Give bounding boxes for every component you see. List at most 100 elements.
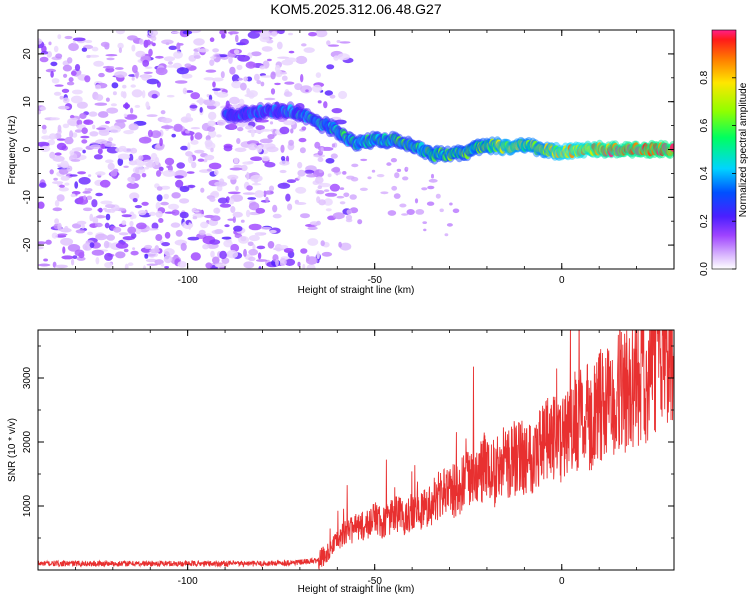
colorbar-ticks: 0.0 0.2 0.4 0.6 0.8 bbox=[699, 70, 736, 276]
heatmap-cell bbox=[200, 221, 209, 229]
heatmap-cell bbox=[317, 150, 323, 156]
heatmap-cell bbox=[38, 182, 47, 188]
heatmap-cell bbox=[86, 195, 93, 200]
heatmap-cell bbox=[232, 211, 243, 218]
heatmap-cell bbox=[141, 173, 147, 178]
heatmap-cell bbox=[134, 104, 141, 108]
x-tick-label: -100 bbox=[178, 275, 198, 286]
heatmap-cell bbox=[190, 127, 201, 130]
heatmap-cell bbox=[259, 65, 266, 70]
heatmap-cell bbox=[93, 154, 103, 160]
heatmap-cell bbox=[170, 222, 181, 228]
heatmap-cell bbox=[81, 223, 85, 229]
heatmap-cell bbox=[250, 128, 255, 138]
heatmap-cell bbox=[122, 84, 127, 89]
heatmap-cell bbox=[58, 187, 69, 192]
heatmap-cell bbox=[238, 236, 250, 244]
snr-series-line bbox=[38, 330, 674, 570]
heatmap-cell bbox=[87, 231, 93, 236]
heatmap-cell bbox=[123, 113, 128, 118]
heatmap-cell bbox=[134, 205, 142, 209]
heatmap-cell bbox=[81, 139, 88, 144]
heatmap-cell bbox=[38, 246, 44, 250]
heatmap-cell bbox=[233, 225, 243, 232]
heatmap-cell bbox=[185, 130, 190, 134]
heatmap-cell bbox=[91, 199, 98, 208]
heatmap-cell bbox=[255, 259, 268, 262]
heatmap-cell bbox=[100, 41, 110, 48]
heatmap-cell bbox=[92, 124, 96, 130]
heatmap-cell bbox=[146, 114, 158, 117]
heatmap-cell bbox=[190, 92, 200, 100]
heatmap-cell bbox=[62, 246, 66, 254]
heatmap-cell bbox=[299, 147, 306, 154]
heatmap-cell bbox=[165, 42, 170, 46]
heatmap-cell bbox=[317, 157, 324, 163]
heatmap-cell bbox=[187, 142, 191, 151]
heatmap-cell bbox=[387, 210, 397, 216]
heatmap-cell bbox=[74, 147, 83, 152]
heatmap-cell bbox=[204, 139, 213, 147]
heatmap-cell bbox=[164, 157, 175, 166]
heatmap-cell bbox=[295, 186, 307, 194]
heatmap-cell bbox=[54, 152, 62, 156]
heatmap-cell bbox=[124, 102, 129, 110]
heatmap-cell bbox=[266, 146, 279, 153]
heatmap-cell bbox=[274, 64, 281, 73]
heatmap-cell bbox=[225, 100, 230, 109]
heatmap-cell bbox=[223, 145, 233, 152]
heatmap-cell bbox=[140, 55, 151, 63]
heatmap-cell bbox=[242, 192, 256, 195]
heatmap-cell bbox=[166, 65, 177, 68]
heatmap-cell bbox=[212, 256, 220, 265]
heatmap-cell bbox=[148, 211, 157, 216]
heatmap-cell bbox=[95, 94, 104, 101]
heatmap-cell bbox=[185, 90, 194, 93]
heatmap-cell bbox=[210, 56, 217, 59]
heatmap-cell bbox=[312, 84, 323, 93]
heatmap-cell bbox=[324, 192, 338, 197]
heatmap-cell bbox=[113, 226, 122, 233]
heatmap-cell bbox=[207, 120, 216, 127]
heatmap-cell bbox=[393, 193, 401, 199]
heatmap-cell bbox=[161, 242, 171, 247]
heatmap-cell bbox=[669, 143, 674, 152]
heatmap-cell bbox=[254, 232, 266, 236]
heatmap-cell bbox=[208, 162, 222, 170]
heatmap-cell bbox=[198, 97, 204, 106]
heatmap-cell bbox=[84, 75, 91, 83]
heatmap-cell bbox=[210, 250, 215, 258]
heatmap-cell bbox=[250, 174, 263, 182]
heatmap-cell bbox=[67, 57, 73, 64]
heatmap-cell bbox=[249, 30, 263, 33]
heatmap-cell bbox=[283, 120, 296, 126]
heatmap-cell bbox=[313, 154, 326, 158]
heatmap-cell bbox=[188, 222, 192, 230]
heatmap-cell bbox=[57, 222, 62, 231]
heatmap-cell bbox=[55, 53, 63, 59]
heatmap-cell bbox=[265, 196, 269, 203]
heatmap-cell bbox=[126, 182, 139, 189]
heatmap-cell bbox=[276, 41, 283, 50]
heatmap-cell bbox=[415, 209, 425, 215]
heatmap-cell bbox=[257, 252, 262, 260]
heatmap-cell bbox=[55, 264, 68, 269]
heatmap-cell bbox=[148, 48, 153, 57]
heatmap-cell bbox=[123, 165, 129, 168]
heatmap-cell bbox=[214, 181, 228, 187]
heatmap-cell bbox=[57, 34, 62, 40]
heatmap-marks bbox=[38, 30, 674, 269]
heatmap-cell bbox=[173, 51, 183, 59]
heatmap-cell bbox=[81, 127, 88, 134]
heatmap-cell bbox=[237, 77, 243, 81]
x-tick-label: -100 bbox=[178, 576, 198, 587]
heatmap-cell bbox=[181, 73, 193, 79]
heatmap-cell bbox=[171, 209, 180, 216]
heatmap-cell bbox=[406, 209, 415, 215]
heatmap-cell bbox=[227, 174, 239, 180]
heatmap-cell bbox=[279, 126, 290, 135]
heatmap-cell bbox=[421, 187, 428, 191]
heatmap-cell bbox=[386, 162, 392, 166]
y-tick-label: 0 bbox=[22, 146, 33, 152]
heatmap-cell bbox=[87, 54, 100, 58]
